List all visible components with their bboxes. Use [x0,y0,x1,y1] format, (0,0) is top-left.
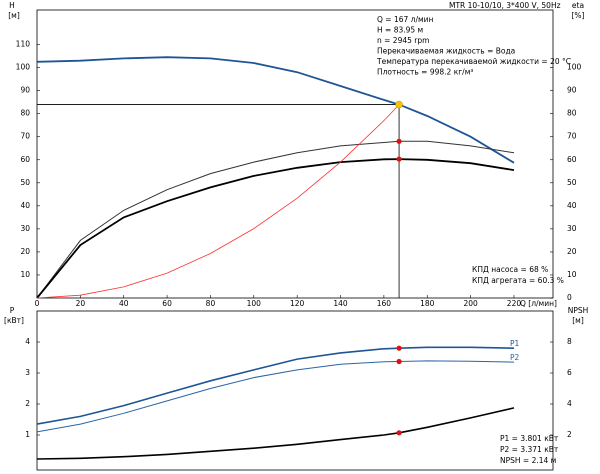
series-line [36,56,515,164]
y-tick-label: 60 [20,155,30,164]
info-text: Перекачиваемая жидкость = Вода [377,47,515,56]
info-text: Температура перекачиваемой жидкости = 20… [376,57,571,66]
x-tick-label: 20 [76,299,86,308]
plot-frame [36,310,554,471]
y-tick-label: 110 [16,40,31,49]
y2-tick-label: 4 [567,399,572,408]
x-tick-label: 180 [420,299,435,308]
y-tick-label: 10 [20,270,30,279]
y2-tick-label: 6 [567,368,572,377]
note-text: NPSH = 2.14 м [500,456,556,465]
x-tick-label: 80 [206,299,216,308]
y2-tick-label: 2 [567,430,572,439]
y2-axis-unit: [м] [572,316,584,325]
y2-tick-label: 10 [567,270,577,279]
y-tick-label: 80 [20,109,30,118]
y2-tick-label: 90 [567,86,577,95]
series-line [36,140,515,299]
y-axis-label: P [10,306,15,315]
note-text: P1 = 3.801 кВт [500,434,559,443]
y2-tick-label: 40 [567,201,577,210]
y-tick-label: 90 [20,86,30,95]
y-axis-unit: [кВт] [4,316,24,325]
y-tick-label: 40 [20,201,30,210]
y2-tick-label: 80 [567,109,577,118]
x-tick-label: 100 [247,299,262,308]
y2-tick-label: 50 [567,178,577,187]
series-line [36,360,515,433]
x-tick-label: 220 [507,299,522,308]
series-label: P1 [510,339,520,348]
info-text: H = 83.95 м [377,26,423,35]
point-marker [396,138,402,144]
x-tick-label: 160 [377,299,392,308]
note-text: КПД агрегата = 60.3 % [472,276,564,285]
y-tick-label: 100 [16,63,31,72]
y-axis-unit: [м] [8,11,20,20]
y-tick-label: 20 [20,247,30,256]
chart-header: MTR 10-10/10, 3*400 V, 50Hz [449,1,561,10]
y-tick-label: 1 [25,430,30,439]
y-tick-label: 50 [20,178,30,187]
y-tick-label: 4 [25,337,30,346]
y2-tick-label: 0 [567,293,572,302]
y-tick-label: 30 [20,224,30,233]
point-marker [396,156,402,162]
y2-axis-label: NPSH [568,306,589,315]
y2-axis-unit: [%] [572,11,585,20]
x-tick-label: 120 [290,299,305,308]
x-tick-label: 0 [35,299,40,308]
series-line [36,407,515,460]
y2-tick-label: 8 [567,337,572,346]
x-axis-label: Q [л/мин] [520,299,557,308]
plot-frame [36,9,554,299]
y-tick-label: 2 [25,399,30,408]
y2-tick-label: 30 [567,224,577,233]
point-marker [396,345,402,351]
x-tick-label: 60 [162,299,172,308]
point-marker [396,358,402,365]
y-tick-label: 70 [20,132,30,141]
series-label: P2 [510,353,520,362]
series-line [36,158,515,299]
note-text: P2 = 3.371 кВт [500,445,559,454]
series-line [36,104,400,299]
series-line [36,346,515,425]
x-tick-label: 140 [333,299,348,308]
y-tick-label: 3 [25,368,30,377]
y2-tick-label: 70 [567,132,577,141]
y2-tick-label: 100 [567,63,582,72]
y-axis-label: H [9,1,15,10]
x-tick-label: 200 [463,299,478,308]
info-text: Q = 167 л/мин [377,15,434,24]
note-text: КПД насоса = 68 % [472,265,548,274]
info-text: n = 2945 rpm [377,36,429,45]
operating-point [395,100,403,109]
y2-tick-label: 20 [567,247,577,256]
y2-tick-label: 60 [567,155,577,164]
x-tick-label: 40 [119,299,129,308]
y2-axis-label: eta [572,1,584,10]
point-marker [396,430,402,436]
info-text: Плотность = 998.2 кг/м³ [377,68,473,77]
